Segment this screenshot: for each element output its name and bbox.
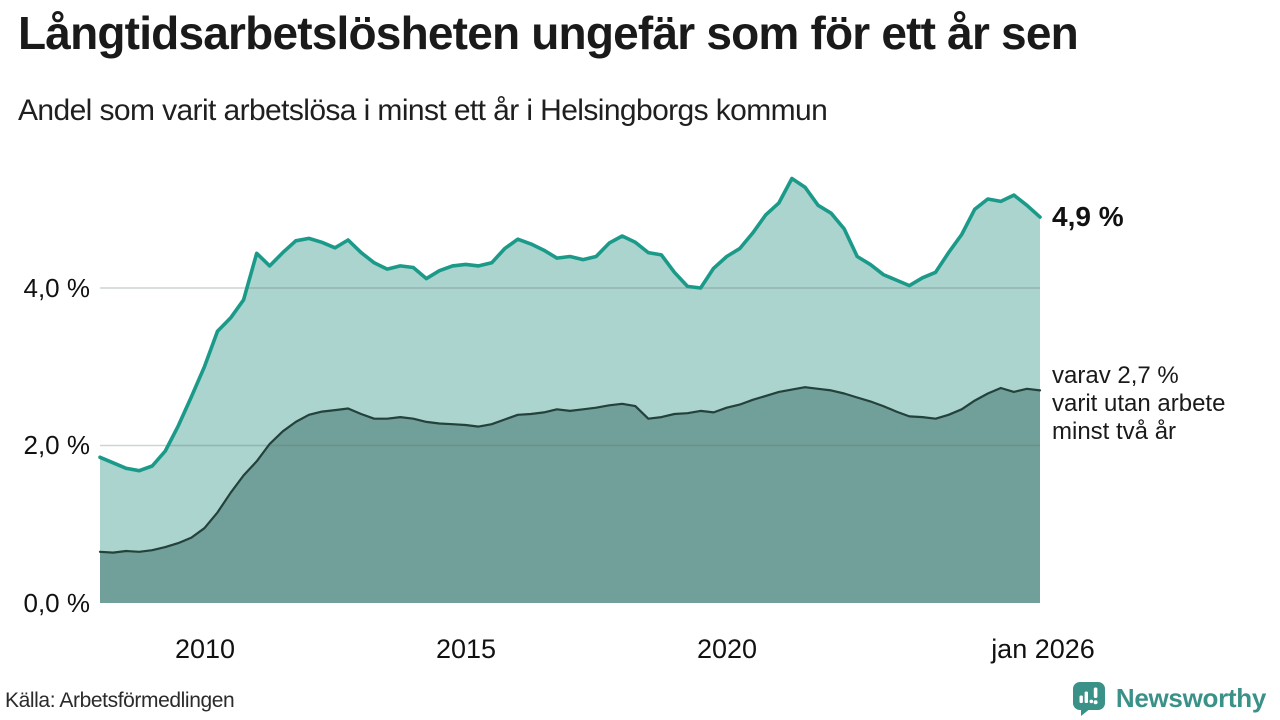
y-axis-tick-label: 2,0 % [23,430,91,460]
x-axis-tick-label: 2020 [696,634,758,664]
line-series-total [98,176,1042,473]
y-axis-tick-label: 4,0 % [23,273,91,303]
area-series-two-years [100,387,1040,603]
speech-bubble-chart-icon [1072,682,1105,716]
annotation-line: varav 2,7 % [1052,362,1179,389]
x-axis-tick-label: jan 2026 [991,634,1095,664]
y-axis-tick-label: 0,0 % [23,588,91,618]
latest-value-label-total: 4,9 % [1052,201,1124,232]
page-title: Långtidsarbetslösheten ungefär som för e… [18,7,1079,59]
line-series-two-years [98,386,1042,554]
chart-subtitle: Andel som varit arbetslösa i minst ett å… [18,94,828,127]
newsworthy-logo: Newsworthy [1070,679,1266,717]
annotation-two-years: varav 2,7 % varit utan arbete minst två … [1052,362,1225,446]
newsworthy-wordmark: Newsworthy [1115,683,1266,713]
annotation-line: minst två år [1052,418,1177,445]
x-axis-tick-label: 2010 [174,634,236,664]
x-axis-tick-label: 2015 [435,634,497,664]
source-note: Källa: Arbetsförmedlingen [5,689,235,712]
annotation-line: varit utan arbete [1052,390,1226,417]
